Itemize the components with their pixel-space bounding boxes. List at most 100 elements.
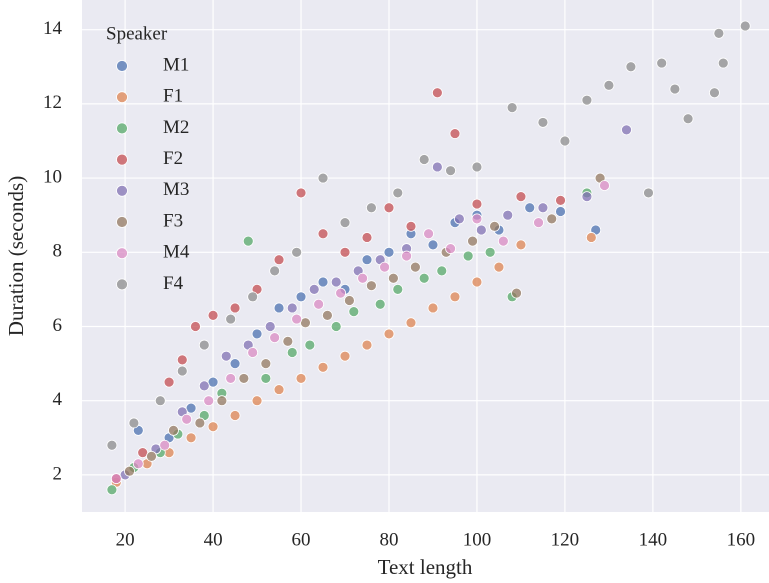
point (374, 298, 386, 310)
point (176, 354, 188, 366)
point (146, 450, 157, 462)
point (559, 135, 571, 147)
point (251, 395, 263, 407)
point (154, 395, 166, 407)
point (335, 287, 347, 299)
legend-marker (116, 60, 128, 72)
legend-label: F2 (163, 148, 183, 169)
point (291, 313, 303, 325)
point (511, 287, 522, 299)
point (471, 276, 483, 288)
x-tick-label: 160 (727, 529, 756, 550)
point (238, 373, 250, 384)
point (185, 432, 197, 444)
point (533, 217, 544, 229)
point (392, 187, 404, 199)
point (317, 172, 329, 184)
point (453, 213, 465, 225)
point (555, 194, 566, 206)
point (339, 217, 351, 229)
point (449, 291, 461, 303)
point (273, 254, 285, 266)
point (383, 202, 395, 214)
point (198, 339, 210, 351)
point (273, 384, 285, 395)
y-tick-label: 10 (43, 166, 62, 187)
y-axis-label: Duration (seconds) (4, 176, 28, 336)
point (207, 421, 219, 433)
legend-label: M3 (163, 179, 189, 200)
point (431, 87, 443, 99)
point (489, 220, 500, 232)
point (264, 321, 276, 332)
legend-marker (116, 278, 128, 291)
point (203, 395, 215, 407)
y-tick-label: 2 (53, 463, 63, 484)
point (502, 209, 514, 221)
point (269, 265, 281, 277)
legend-label: F4 (163, 273, 184, 294)
legend-marker (116, 184, 128, 197)
point (682, 113, 694, 125)
point (471, 213, 483, 225)
y-tick-label: 14 (43, 18, 63, 39)
legend-label: F3 (163, 210, 183, 231)
point (427, 239, 439, 251)
point (229, 302, 241, 314)
legend-label: M2 (163, 117, 189, 138)
point (387, 272, 399, 284)
point (555, 206, 566, 217)
legend-marker (116, 153, 128, 166)
point (260, 358, 272, 369)
point (515, 191, 527, 203)
point (423, 228, 434, 240)
x-axis-label: Text length (378, 555, 473, 579)
point (304, 339, 316, 351)
point (713, 27, 725, 39)
point (229, 358, 241, 369)
point (344, 295, 355, 306)
point (379, 261, 390, 273)
x-tick-label: 20 (116, 529, 135, 550)
point (286, 347, 298, 358)
point (291, 246, 303, 258)
point (225, 373, 237, 384)
point (247, 347, 259, 358)
point (159, 439, 171, 451)
point (603, 79, 615, 91)
point (273, 302, 285, 314)
point (322, 309, 333, 321)
y-tick-label: 12 (43, 92, 62, 113)
point (295, 187, 307, 199)
point (621, 124, 632, 136)
point (282, 335, 294, 347)
point (317, 276, 329, 288)
point (260, 373, 272, 384)
point (190, 321, 201, 332)
point (383, 246, 395, 258)
point (242, 235, 254, 247)
point (181, 413, 193, 425)
point (220, 350, 232, 362)
point (656, 57, 668, 69)
point (581, 191, 593, 203)
point (537, 117, 549, 128)
point (497, 235, 509, 247)
point (524, 202, 536, 214)
point (436, 265, 448, 277)
point (366, 280, 377, 292)
point (339, 246, 351, 258)
point (225, 313, 237, 325)
x-tick-label: 60 (292, 529, 311, 550)
point (348, 306, 360, 318)
point (537, 202, 549, 214)
point (405, 317, 417, 329)
point (405, 220, 417, 232)
point (409, 261, 421, 273)
point (317, 228, 329, 240)
point (168, 424, 179, 436)
point (493, 261, 505, 273)
point (581, 94, 593, 106)
point (251, 328, 263, 340)
point (462, 250, 474, 262)
